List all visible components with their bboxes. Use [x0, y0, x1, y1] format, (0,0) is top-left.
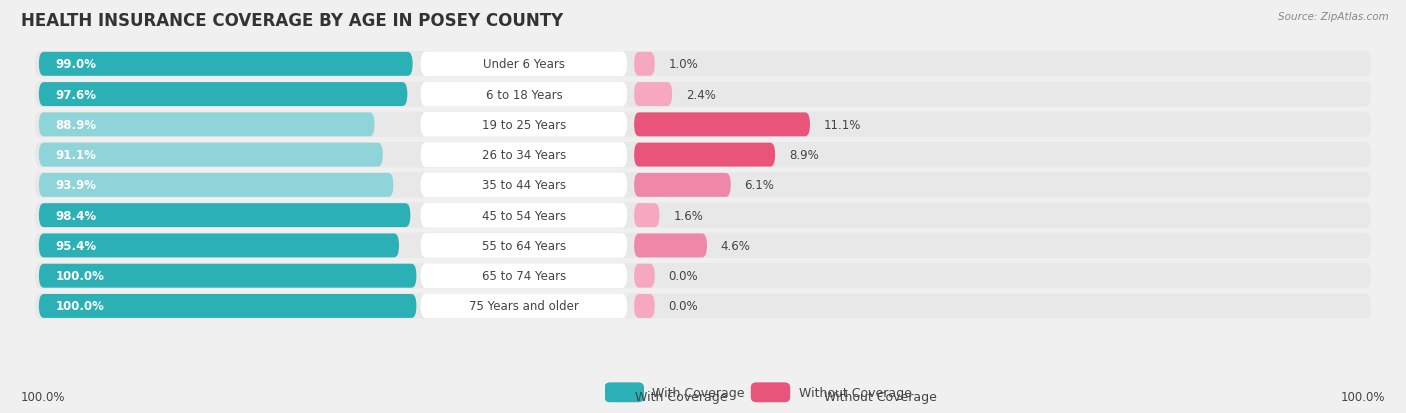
- FancyBboxPatch shape: [35, 112, 1371, 138]
- FancyBboxPatch shape: [634, 143, 775, 167]
- FancyBboxPatch shape: [39, 143, 382, 167]
- FancyBboxPatch shape: [634, 294, 655, 318]
- FancyBboxPatch shape: [35, 233, 1371, 259]
- FancyBboxPatch shape: [634, 234, 707, 258]
- FancyBboxPatch shape: [39, 173, 394, 197]
- FancyBboxPatch shape: [751, 382, 790, 402]
- Text: 0.0%: 0.0%: [669, 270, 699, 282]
- FancyBboxPatch shape: [420, 113, 627, 138]
- Text: 95.4%: 95.4%: [55, 240, 97, 252]
- Text: 99.0%: 99.0%: [55, 58, 97, 71]
- Text: 91.1%: 91.1%: [55, 149, 96, 162]
- FancyBboxPatch shape: [35, 294, 1371, 319]
- FancyBboxPatch shape: [35, 263, 1371, 289]
- Text: 65 to 74 Years: 65 to 74 Years: [482, 270, 567, 282]
- FancyBboxPatch shape: [634, 204, 659, 228]
- FancyBboxPatch shape: [420, 264, 627, 288]
- Text: 4.6%: 4.6%: [721, 240, 751, 252]
- Text: 1.6%: 1.6%: [673, 209, 703, 222]
- FancyBboxPatch shape: [39, 113, 374, 137]
- Text: 100.0%: 100.0%: [55, 270, 104, 282]
- FancyBboxPatch shape: [39, 234, 399, 258]
- Text: Source: ZipAtlas.com: Source: ZipAtlas.com: [1278, 12, 1389, 22]
- Text: Without Coverage: Without Coverage: [799, 386, 911, 399]
- Text: Without Coverage: Without Coverage: [808, 390, 938, 403]
- Text: 6.1%: 6.1%: [745, 179, 775, 192]
- FancyBboxPatch shape: [420, 173, 627, 198]
- Text: Under 6 Years: Under 6 Years: [482, 58, 565, 71]
- FancyBboxPatch shape: [39, 83, 408, 107]
- FancyBboxPatch shape: [420, 233, 627, 258]
- Text: 55 to 64 Years: 55 to 64 Years: [482, 240, 567, 252]
- Text: 45 to 54 Years: 45 to 54 Years: [482, 209, 567, 222]
- Text: 35 to 44 Years: 35 to 44 Years: [482, 179, 567, 192]
- FancyBboxPatch shape: [420, 294, 627, 318]
- Text: 19 to 25 Years: 19 to 25 Years: [482, 119, 567, 131]
- FancyBboxPatch shape: [39, 294, 416, 318]
- Text: 97.6%: 97.6%: [55, 88, 97, 101]
- FancyBboxPatch shape: [420, 143, 627, 168]
- FancyBboxPatch shape: [420, 52, 627, 77]
- FancyBboxPatch shape: [35, 142, 1371, 168]
- Text: 26 to 34 Years: 26 to 34 Years: [482, 149, 567, 162]
- FancyBboxPatch shape: [634, 264, 655, 288]
- FancyBboxPatch shape: [634, 173, 731, 197]
- FancyBboxPatch shape: [35, 173, 1371, 198]
- FancyBboxPatch shape: [35, 52, 1371, 77]
- Text: HEALTH INSURANCE COVERAGE BY AGE IN POSEY COUNTY: HEALTH INSURANCE COVERAGE BY AGE IN POSE…: [21, 12, 564, 30]
- FancyBboxPatch shape: [634, 83, 672, 107]
- Text: 100.0%: 100.0%: [55, 300, 104, 313]
- FancyBboxPatch shape: [605, 382, 644, 402]
- FancyBboxPatch shape: [634, 113, 810, 137]
- Text: 1.0%: 1.0%: [669, 58, 699, 71]
- FancyBboxPatch shape: [39, 204, 411, 228]
- Text: With Coverage: With Coverage: [619, 390, 727, 403]
- FancyBboxPatch shape: [634, 53, 655, 76]
- Text: 75 Years and older: 75 Years and older: [470, 300, 579, 313]
- Text: 6 to 18 Years: 6 to 18 Years: [485, 88, 562, 101]
- Text: 98.4%: 98.4%: [55, 209, 97, 222]
- FancyBboxPatch shape: [39, 53, 412, 76]
- FancyBboxPatch shape: [35, 203, 1371, 228]
- Text: 2.4%: 2.4%: [686, 88, 716, 101]
- FancyBboxPatch shape: [39, 264, 416, 288]
- Text: 0.0%: 0.0%: [669, 300, 699, 313]
- Text: 100.0%: 100.0%: [21, 390, 66, 403]
- Text: 93.9%: 93.9%: [55, 179, 97, 192]
- Text: 88.9%: 88.9%: [55, 119, 97, 131]
- Text: 100.0%: 100.0%: [1340, 390, 1385, 403]
- Text: With Coverage: With Coverage: [652, 386, 745, 399]
- FancyBboxPatch shape: [420, 83, 627, 107]
- Text: 8.9%: 8.9%: [789, 149, 818, 162]
- FancyBboxPatch shape: [35, 82, 1371, 107]
- FancyBboxPatch shape: [420, 203, 627, 228]
- Text: 11.1%: 11.1%: [824, 119, 860, 131]
